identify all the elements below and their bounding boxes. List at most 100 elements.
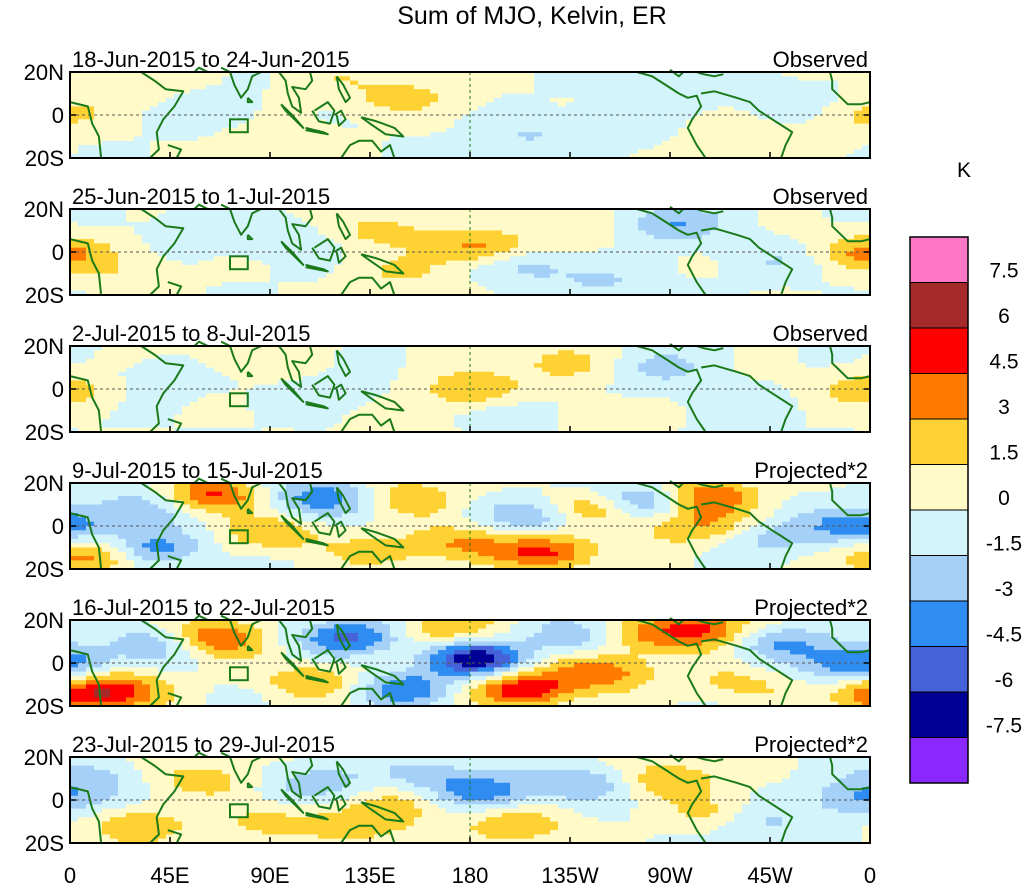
heatmap-cell <box>158 80 167 86</box>
heatmap-cell <box>382 97 391 103</box>
heatmap-cell <box>166 234 175 240</box>
heatmap-cell <box>134 217 143 223</box>
heatmap-cell <box>814 350 823 355</box>
heatmap-cell <box>550 93 559 99</box>
heatmap-cell <box>286 286 295 292</box>
heatmap-cell <box>110 115 119 120</box>
heatmap-cell <box>742 115 751 120</box>
heatmap-cell <box>686 106 695 112</box>
heatmap-cell <box>646 80 655 86</box>
heatmap-cell <box>310 123 319 129</box>
heatmap-cell <box>246 140 255 146</box>
heatmap-cell <box>462 93 471 99</box>
heatmap-cell <box>78 384 87 390</box>
heatmap-cell <box>822 376 831 381</box>
heatmap-cell <box>342 127 351 133</box>
heatmap-cell <box>182 290 191 296</box>
heatmap-cell <box>774 277 783 283</box>
heatmap-cell <box>638 354 647 360</box>
heatmap-cell <box>854 84 863 90</box>
heatmap-cell <box>230 97 239 103</box>
heatmap-cell <box>374 239 383 244</box>
heatmap-cell <box>750 247 759 253</box>
heatmap-cell <box>606 286 615 292</box>
heatmap-cell <box>358 269 367 274</box>
heatmap-cell <box>430 149 439 155</box>
heatmap-cell <box>486 84 495 90</box>
heatmap-cell <box>238 358 247 364</box>
heatmap-cell <box>526 123 535 129</box>
heatmap-cell <box>78 358 87 364</box>
heatmap-cell <box>326 350 335 355</box>
heatmap-cell <box>158 260 167 266</box>
heatmap-cell <box>294 354 303 360</box>
heatmap-cell <box>494 93 503 99</box>
heatmap-cell <box>318 367 327 373</box>
heatmap-cell <box>662 290 671 296</box>
heatmap-cell <box>214 119 223 124</box>
heatmap-cell <box>494 230 503 236</box>
heatmap-cell <box>462 273 471 279</box>
heatmap-cell <box>518 247 527 253</box>
heatmap-cell <box>814 115 823 120</box>
heatmap-cell <box>206 72 215 77</box>
heatmap-cell <box>838 282 847 287</box>
heatmap-cell <box>358 127 367 133</box>
heatmap-cell <box>230 140 239 146</box>
heatmap-cell <box>446 80 455 86</box>
heatmap-cell <box>646 213 655 218</box>
heatmap-cell <box>422 277 431 283</box>
heatmap-cell <box>286 290 295 296</box>
heatmap-cell <box>206 102 215 107</box>
heatmap-cell <box>598 132 607 137</box>
heatmap-cell <box>198 76 207 81</box>
heatmap-cell <box>838 260 847 266</box>
heatmap-cell <box>862 354 871 360</box>
heatmap-cell <box>646 140 655 146</box>
heatmap-cell <box>646 376 655 381</box>
heatmap-cell <box>374 260 383 266</box>
heatmap-cell <box>598 273 607 279</box>
heatmap-cell <box>502 145 511 150</box>
heatmap-cell <box>422 217 431 223</box>
heatmap-cell <box>278 119 287 124</box>
heatmap-cell <box>278 80 287 86</box>
heatmap-cell <box>630 217 639 223</box>
heatmap-cell <box>790 371 799 377</box>
heatmap-cell <box>590 115 599 120</box>
heatmap-cell <box>174 367 183 373</box>
heatmap-cell <box>478 256 487 261</box>
heatmap-cell <box>598 376 607 381</box>
heatmap-cell <box>646 136 655 142</box>
heatmap-cell <box>214 277 223 283</box>
heatmap-cell <box>478 102 487 107</box>
heatmap-cell <box>502 256 511 261</box>
heatmap-cell <box>702 252 711 257</box>
heatmap-cell <box>230 260 239 266</box>
heatmap-cell <box>742 84 751 90</box>
heatmap-cell <box>454 367 463 373</box>
heatmap-cell <box>566 252 575 257</box>
heatmap-cell <box>286 239 295 244</box>
heatmap-cell <box>94 140 103 146</box>
heatmap-cell <box>374 140 383 146</box>
heatmap-cell <box>542 273 551 279</box>
heatmap-cell <box>614 132 623 137</box>
heatmap-cell <box>518 252 527 257</box>
heatmap-cell <box>470 102 479 107</box>
heatmap-cell <box>78 76 87 81</box>
heatmap-cell <box>558 367 567 373</box>
heatmap-cell <box>390 84 399 90</box>
heatmap-cell <box>702 371 711 377</box>
heatmap-cell <box>502 239 511 244</box>
heatmap-cell <box>414 119 423 124</box>
heatmap-cell <box>814 213 823 218</box>
heatmap-cell <box>414 286 423 292</box>
heatmap-cell <box>342 84 351 90</box>
heatmap-cell <box>334 93 343 99</box>
heatmap-cell <box>622 234 631 240</box>
heatmap-cell <box>158 149 167 155</box>
heatmap-cell <box>406 277 415 283</box>
heatmap-cell <box>694 106 703 112</box>
heatmap-cell <box>558 247 567 253</box>
